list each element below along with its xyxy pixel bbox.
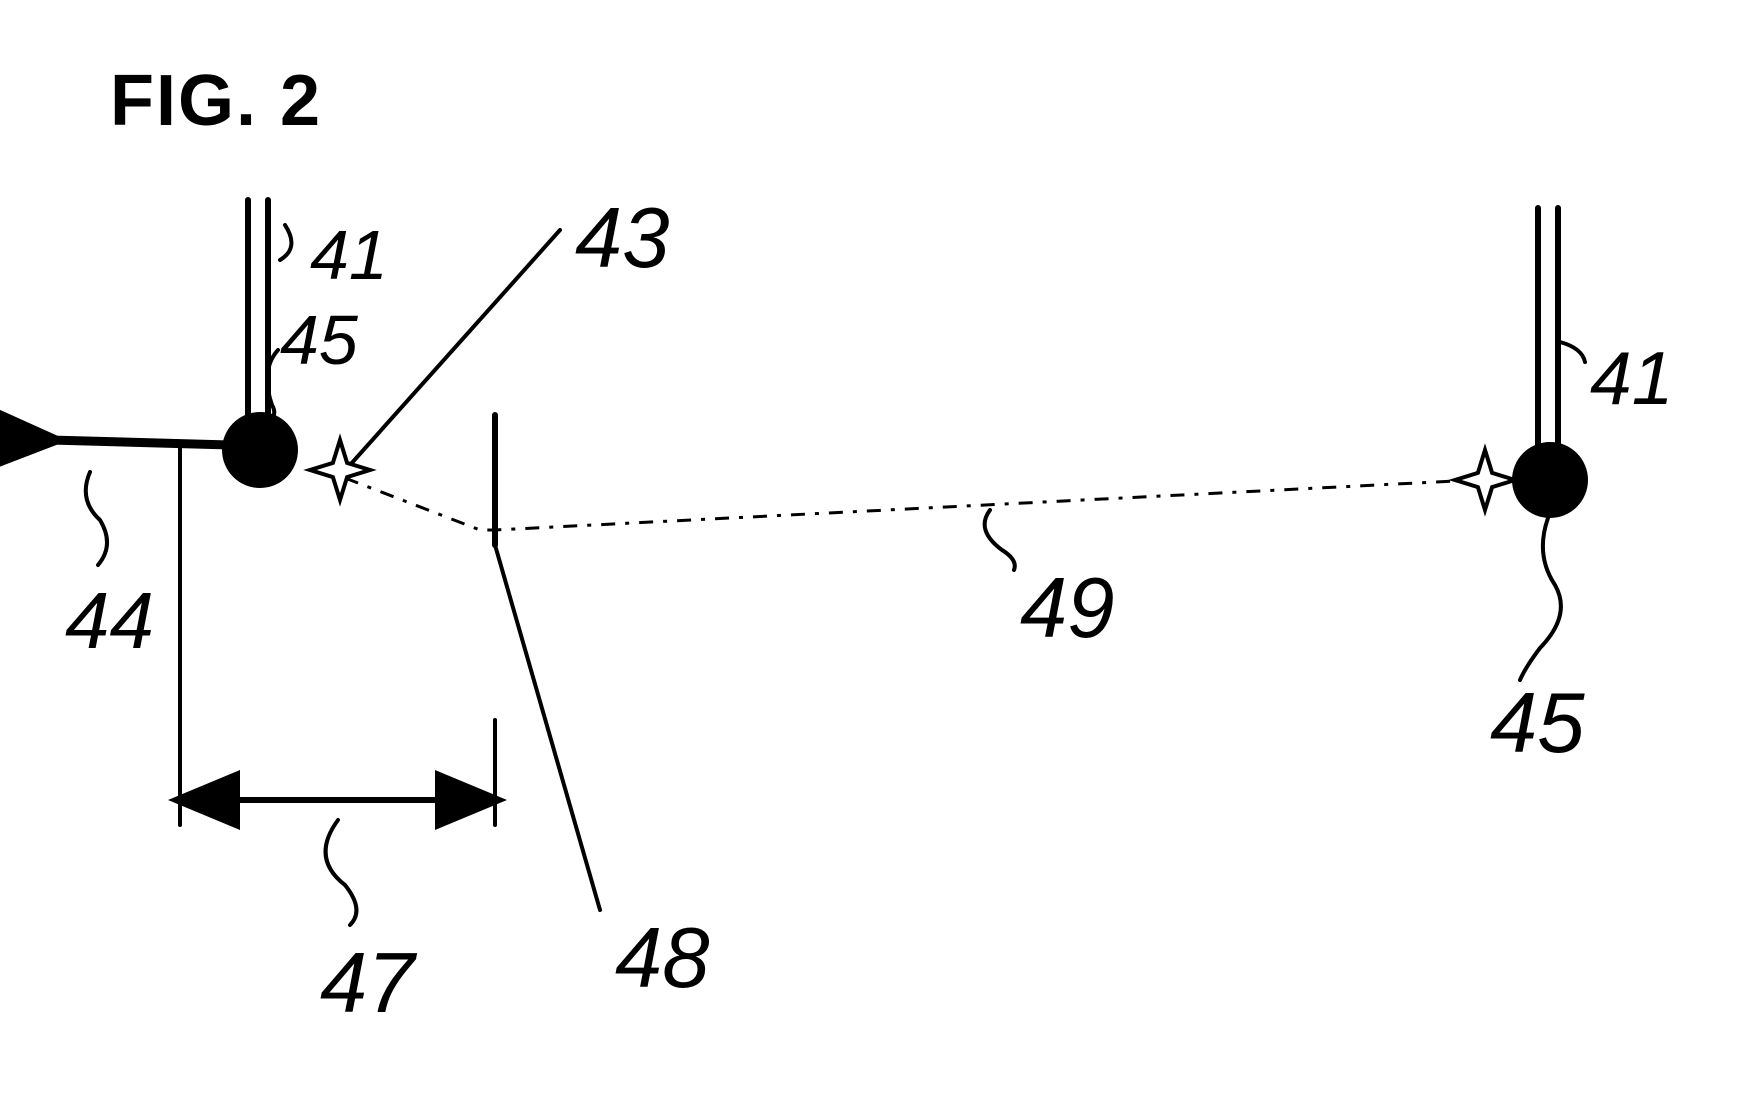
lbl-45-right: 45 — [1490, 675, 1585, 773]
lbl-49: 49 — [1020, 560, 1115, 658]
star-marker-right — [1455, 450, 1515, 510]
lbl-41-right: 41 — [1590, 335, 1673, 421]
sq-41-left — [280, 225, 291, 260]
lbl-47: 47 — [320, 935, 415, 1033]
diagram-canvas — [0, 0, 1741, 1103]
lbl-44: 44 — [65, 575, 154, 667]
sq-45-right — [1520, 518, 1561, 680]
node-circle-left — [222, 412, 298, 488]
sq-44 — [86, 472, 107, 565]
lbl-41-left: 41 — [310, 215, 388, 295]
lbl-43: 43 — [575, 190, 670, 288]
star-marker-left — [310, 440, 370, 500]
lbl-45-left: 45 — [280, 300, 358, 380]
node-circle-right — [1512, 442, 1588, 518]
lbl-48: 48 — [615, 910, 710, 1008]
sq-49 — [985, 510, 1015, 570]
sq-41-right — [1560, 342, 1585, 362]
sq-47 — [326, 820, 357, 925]
